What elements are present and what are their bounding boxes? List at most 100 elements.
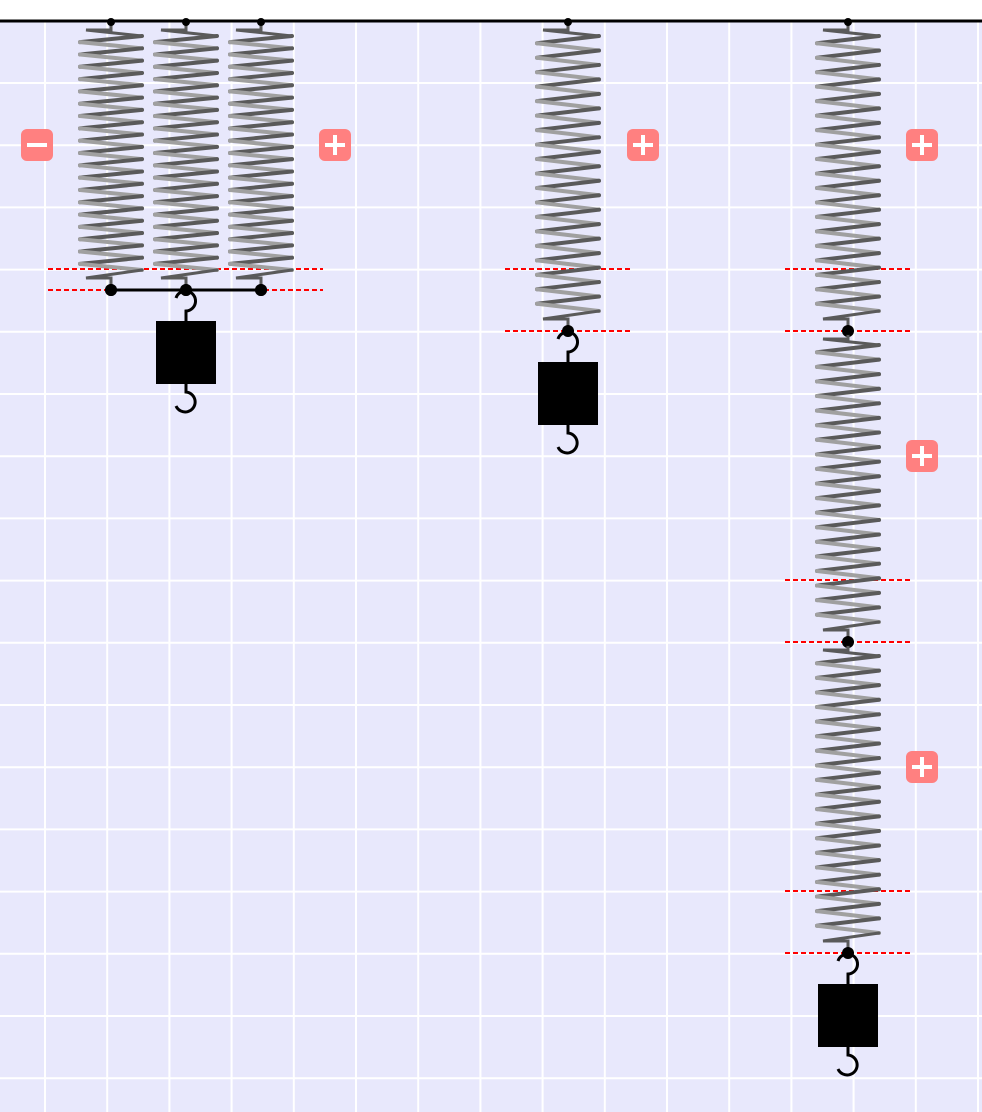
spring-coil-back (815, 901, 881, 914)
spring-coil-back (228, 255, 294, 266)
spring-coil-back (228, 58, 294, 69)
spring-coil-back (815, 386, 881, 399)
spring-coil-back (228, 231, 294, 242)
bottom-hook-icon (556, 425, 579, 455)
spring-coil-front (535, 84, 601, 96)
spring-coil-back (815, 590, 881, 603)
spring-coil-back (153, 243, 219, 254)
spring-anchor-dot (844, 327, 852, 335)
spring-coil-front (815, 598, 881, 610)
spring-coil-front (78, 126, 144, 137)
spring-coil-front (815, 394, 881, 406)
spring-coil-front (78, 249, 144, 260)
remove-spring-button[interactable] (21, 129, 53, 161)
spring-coil-front (153, 40, 219, 51)
spring-coil-front (815, 554, 881, 566)
plus-icon (912, 135, 932, 155)
spring-coil-back (78, 243, 144, 254)
spring-coil-front (815, 719, 881, 731)
spring-coil-back (78, 83, 144, 94)
spring-coil-front (78, 64, 144, 75)
spring-coil-front (535, 55, 601, 67)
spring-coil-back (815, 251, 881, 263)
mass[interactable] (538, 330, 598, 455)
spring-coil-front (815, 408, 881, 420)
mass[interactable] (818, 952, 878, 1077)
spring-coil-back (153, 58, 219, 69)
spring-coil-back (78, 231, 144, 242)
spring-coil-back (535, 265, 601, 277)
spring-coil-back (153, 144, 219, 155)
plus-icon (912, 446, 932, 466)
spring-coil-front (815, 909, 881, 921)
spring-coil-back (78, 70, 144, 82)
spring-coil-front (815, 200, 881, 212)
spring-coil-back (535, 149, 601, 162)
spring-coil-front (153, 64, 219, 75)
spring-coil-front (815, 99, 881, 111)
spring-coil-back (153, 83, 219, 94)
spring-coil-front (815, 777, 881, 790)
spring-coil-back (228, 34, 294, 45)
spring-coil-front (535, 128, 601, 140)
spring (815, 638, 881, 959)
spring-coil-back (815, 756, 881, 768)
spring-coil-back (153, 107, 219, 119)
spring-coil-back (153, 95, 219, 106)
spring (815, 18, 881, 337)
spring-coil-front (153, 114, 219, 125)
mass[interactable] (156, 289, 216, 414)
spring-coil-back (228, 83, 294, 94)
spring-coil-back (535, 207, 601, 219)
add-spring-button[interactable] (319, 129, 351, 161)
spring-anchor-dot (107, 18, 115, 26)
spring-coil-front (228, 40, 294, 51)
spring-coil-back (535, 62, 601, 75)
spring-coil-back (815, 799, 881, 812)
spring-coil-back (815, 872, 881, 884)
bottom-hook-icon (836, 1047, 859, 1077)
add-spring-button[interactable] (906, 129, 938, 161)
spring-coil-back (815, 858, 881, 870)
spring-coil-front (815, 705, 881, 717)
spring-coil-front (78, 77, 144, 88)
spring-coil-front (815, 748, 881, 761)
spring-coil-back (815, 265, 881, 277)
spring-coil-front (535, 70, 601, 82)
spring-coil-front (815, 70, 881, 82)
spring-coil-front (815, 923, 881, 935)
spring-coil-back (815, 62, 881, 75)
spring (78, 18, 144, 296)
add-spring-button[interactable] (627, 129, 659, 161)
add-spring-button[interactable] (906, 440, 938, 472)
spring-coil-back (228, 157, 294, 168)
spring-coil-back (815, 34, 881, 46)
spring-coil-front (815, 865, 881, 877)
spring-coil-front (535, 157, 601, 169)
spring-coil-back (815, 415, 881, 428)
spring-coil-back (78, 255, 144, 266)
spring (535, 18, 601, 337)
spring-coil-front (153, 261, 219, 272)
spring-coil-front (228, 151, 294, 162)
spring-coil-back (535, 294, 601, 306)
spring-coil-front (78, 101, 144, 112)
spring-coil-front (535, 185, 601, 198)
add-spring-button[interactable] (906, 751, 938, 783)
spring-coil-back (78, 218, 144, 229)
spring-coil-front (815, 214, 881, 227)
spring-coil-back (535, 164, 601, 176)
spring-coil-back (153, 255, 219, 266)
spring-coil-back (815, 91, 881, 104)
spring-coil-front (228, 187, 294, 199)
spring-coil-front (535, 243, 601, 256)
spring-coil-front (78, 175, 144, 186)
spring-coil-front (78, 261, 144, 272)
spring-coil-front (78, 212, 144, 223)
spring-coil-back (815, 668, 881, 680)
spring-anchor-dot (257, 18, 265, 26)
bar-joint-dot (255, 284, 267, 296)
spring-coil-back (815, 887, 881, 899)
spring-coil-front (228, 212, 294, 223)
spring-anchor-dot (564, 18, 572, 26)
